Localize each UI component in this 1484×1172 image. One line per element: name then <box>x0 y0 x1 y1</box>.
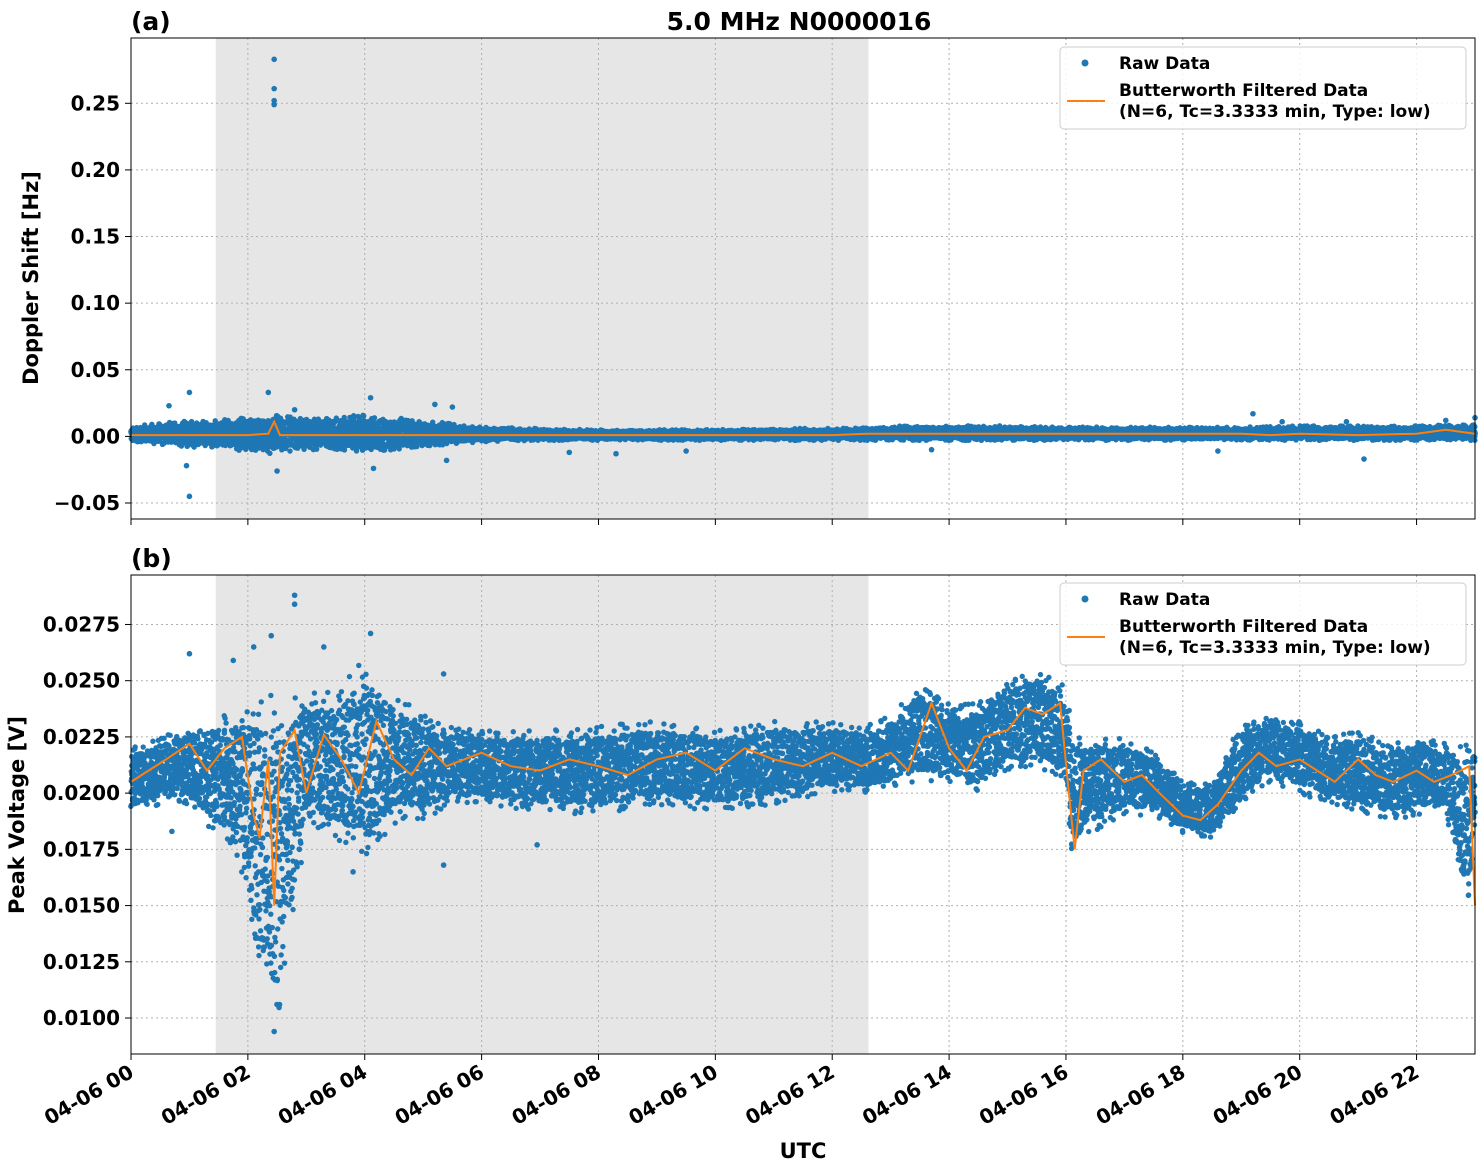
raw-data-point <box>371 415 378 421</box>
panel-a: (a) −0.050.000.050.100.150.200.25 Dopple… <box>19 7 1478 525</box>
panel-a-label: (a) <box>131 7 171 36</box>
figure-title: 5.0 MHz N0000016 <box>667 7 932 36</box>
raw-data-point <box>287 448 293 454</box>
raw-data-point <box>313 446 320 452</box>
raw-data-point <box>361 413 367 419</box>
raw-data-point <box>267 450 273 456</box>
